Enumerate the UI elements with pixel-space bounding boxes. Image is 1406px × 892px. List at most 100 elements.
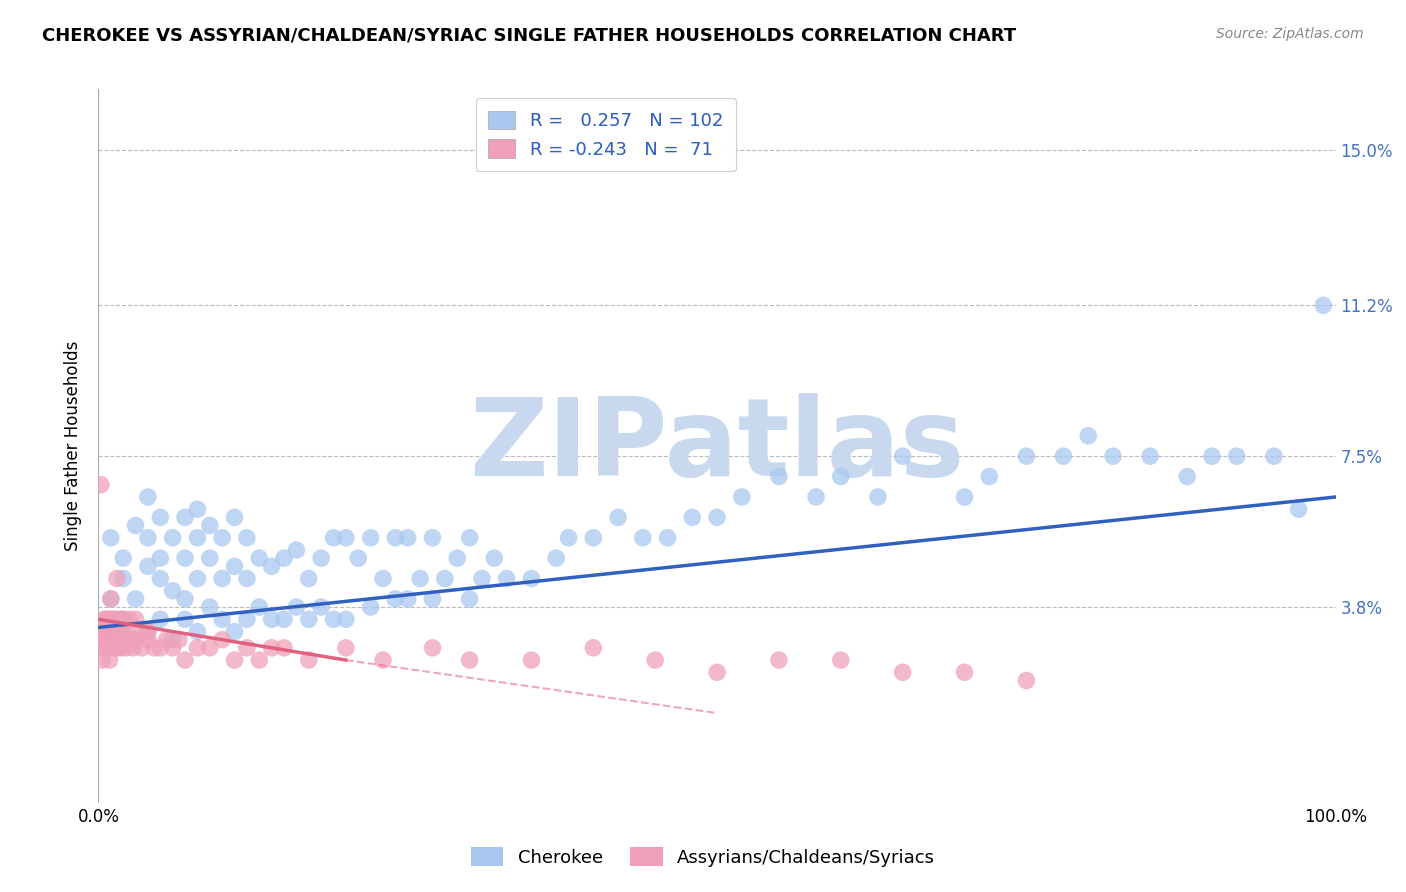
Point (768, 469, 790, 483)
Point (260, 640, 283, 655)
Point (520, 653, 543, 667)
Point (103, 632, 125, 647)
Point (186, 624, 208, 639)
Point (155, 632, 177, 647)
Point (198, 518, 221, 533)
Point (371, 653, 394, 667)
Point (285, 543, 308, 558)
Point (198, 600, 221, 615)
Point (657, 531, 679, 545)
Point (644, 653, 666, 667)
Point (422, 531, 444, 545)
Point (360, 600, 382, 615)
Point (1102, 449, 1125, 463)
Point (706, 510, 728, 524)
Point (100, 531, 122, 545)
Point (495, 572, 517, 586)
Point (224, 510, 246, 524)
Point (101, 640, 124, 655)
Point (979, 469, 1001, 483)
Point (107, 640, 129, 655)
Text: ZIPatlas: ZIPatlas (470, 393, 965, 499)
Point (186, 640, 208, 655)
Point (557, 531, 579, 545)
Point (124, 632, 146, 647)
Point (866, 490, 889, 504)
Point (347, 551, 370, 566)
Point (273, 612, 295, 626)
Point (1052, 449, 1074, 463)
Point (136, 624, 159, 639)
Point (118, 632, 141, 647)
Point (631, 531, 654, 545)
Point (90, 477, 112, 491)
Point (124, 591, 146, 606)
Point (100, 624, 122, 639)
Point (247, 551, 270, 566)
Point (236, 612, 259, 626)
Point (1201, 449, 1223, 463)
Point (1139, 449, 1161, 463)
Point (1312, 298, 1334, 312)
Point (93, 640, 115, 655)
Point (360, 531, 382, 545)
Point (211, 531, 233, 545)
Point (211, 572, 233, 586)
Point (110, 632, 132, 647)
Point (174, 510, 197, 524)
Point (186, 572, 208, 586)
Point (247, 653, 270, 667)
Point (198, 551, 221, 566)
Point (371, 572, 394, 586)
Text: Source: ZipAtlas.com: Source: ZipAtlas.com (1216, 27, 1364, 41)
Point (162, 531, 184, 545)
Point (103, 612, 125, 626)
Point (149, 612, 172, 626)
Point (309, 600, 332, 615)
Point (167, 632, 190, 647)
Point (433, 572, 456, 586)
Point (953, 490, 976, 504)
Point (94, 632, 117, 647)
Point (582, 640, 605, 655)
Point (162, 583, 184, 598)
Point (384, 531, 406, 545)
Point (1288, 502, 1310, 516)
Point (98, 624, 121, 639)
Point (458, 531, 481, 545)
Y-axis label: Single Father Households: Single Father Households (65, 341, 83, 551)
Point (114, 624, 136, 639)
Point (131, 640, 153, 655)
Point (224, 653, 246, 667)
Point (1015, 673, 1038, 688)
Point (607, 510, 630, 524)
Point (91, 653, 114, 667)
Point (1015, 449, 1038, 463)
Point (100, 591, 122, 606)
Point (118, 612, 141, 626)
Point (122, 640, 145, 655)
Point (830, 469, 852, 483)
Point (114, 640, 136, 655)
Point (110, 612, 132, 626)
Point (112, 572, 135, 586)
Point (706, 665, 728, 680)
Point (93, 612, 115, 626)
Point (1226, 449, 1249, 463)
Point (124, 632, 146, 647)
Point (804, 490, 827, 504)
Point (174, 612, 197, 626)
Legend: Cherokee, Assyrians/Chaldeans/Syriacs: Cherokee, Assyrians/Chaldeans/Syriacs (464, 840, 942, 874)
Point (149, 510, 172, 524)
Point (520, 572, 543, 586)
Point (298, 653, 321, 667)
Point (891, 449, 914, 463)
Point (335, 531, 357, 545)
Point (96, 624, 118, 639)
Point (681, 510, 703, 524)
Point (98, 653, 121, 667)
Point (93, 624, 115, 639)
Point (298, 612, 321, 626)
Point (236, 640, 259, 655)
Point (335, 612, 357, 626)
